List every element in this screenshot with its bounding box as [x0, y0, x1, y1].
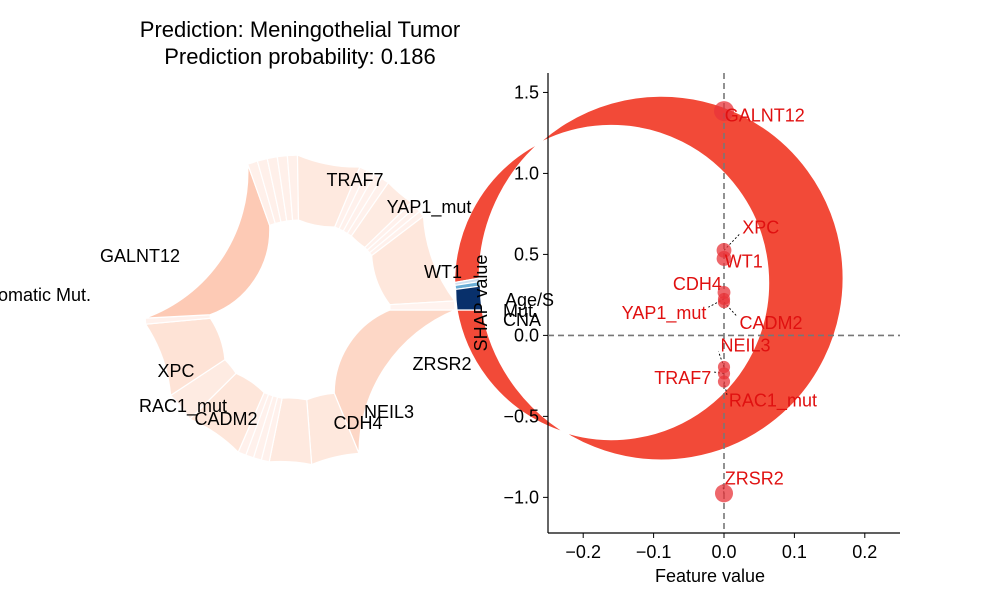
title-line-prediction: Prediction: Meningothelial Tumor [140, 17, 460, 42]
inner-label-wt1: WT1 [424, 262, 462, 282]
point-zrsr2 [714, 484, 734, 503]
inner-label-traf7: TRAF7 [326, 170, 383, 190]
y-axis-label: SHAP value [471, 255, 491, 352]
chart-title: Prediction: Meningothelial Tumor Predict… [140, 17, 460, 69]
y-tick-label: 1.0 [514, 163, 539, 183]
y-tick-label: −0.5 [503, 406, 539, 426]
x-tick-label: −0.1 [636, 542, 672, 562]
connector-cadm2 [723, 301, 738, 318]
x-axis-label: Feature value [655, 566, 765, 586]
point-rac1-mut [717, 375, 731, 388]
point-label-traf7: TRAF7 [654, 368, 711, 388]
outer-ring-slice-cna [455, 285, 483, 311]
connector-yap1-mut [708, 298, 725, 308]
point-wt1 [716, 251, 732, 266]
y-tick-label: 0.5 [514, 244, 539, 264]
inner-label-cadm2: CADM2 [194, 409, 257, 429]
inner-label-yap1-mut: YAP1_mut [387, 197, 472, 218]
point-label-xpc: XPC [742, 217, 779, 237]
inner-label-cdh4: CDH4 [333, 413, 382, 433]
point-label-zrsr2: ZRSR2 [725, 468, 784, 488]
x-tick-label: 0.0 [711, 542, 736, 562]
outer-ring-slice-somatic-mut [453, 95, 844, 461]
outer-label-age-s: Age/S [505, 290, 554, 310]
inner-label-rac1-mut: RAC1_mut [139, 396, 227, 417]
title-line-probability: Prediction probability: 0.186 [164, 44, 436, 69]
point-label-rac1-mut: RAC1_mut [729, 391, 817, 412]
inner-label-neil3: NEIL3 [364, 402, 414, 422]
point-label-wt1: WT1 [725, 251, 763, 271]
inner-ring-slice-galnt12 [145, 163, 271, 319]
y-tick-label: 1.5 [514, 82, 539, 102]
x-tick-label: 0.2 [852, 542, 877, 562]
x-tick-label: 0.1 [782, 542, 807, 562]
point-label-galnt12: GALNT12 [725, 106, 805, 126]
inner-label-zrsr2: ZRSR2 [412, 354, 471, 374]
y-tick-label: −1.0 [503, 487, 539, 507]
point-cadm2 [717, 296, 731, 309]
donut-chart [144, 95, 844, 466]
connector-neil3 [718, 351, 725, 368]
outer-label-mut: Mut. [503, 301, 538, 321]
point-label-neil3: NEIL3 [720, 336, 770, 356]
y-tick-label: 0.0 [514, 325, 539, 345]
inner-label-galnt12: GALNT12 [100, 246, 180, 266]
point-label-cdh4: CDH4 [673, 274, 722, 294]
outer-label-cna: CNA [503, 310, 541, 330]
inner-ring-slice-s-f1 [389, 300, 456, 311]
point-galnt12 [714, 101, 734, 122]
scatter-chart: −0.2 −0.1 0.0 0.1 0.2 1.5 1.0 0.5 0.0 −0.5 −1.0 Fea… [471, 73, 900, 586]
point-label-yap1-mut: YAP1_mut [622, 303, 707, 324]
inner-label-xpc: XPC [157, 361, 194, 381]
x-tick-label: −0.2 [565, 542, 601, 562]
point-label-cadm2: CADM2 [739, 313, 802, 333]
outer-label-omatic-mut: omatic Mut. [0, 285, 91, 305]
